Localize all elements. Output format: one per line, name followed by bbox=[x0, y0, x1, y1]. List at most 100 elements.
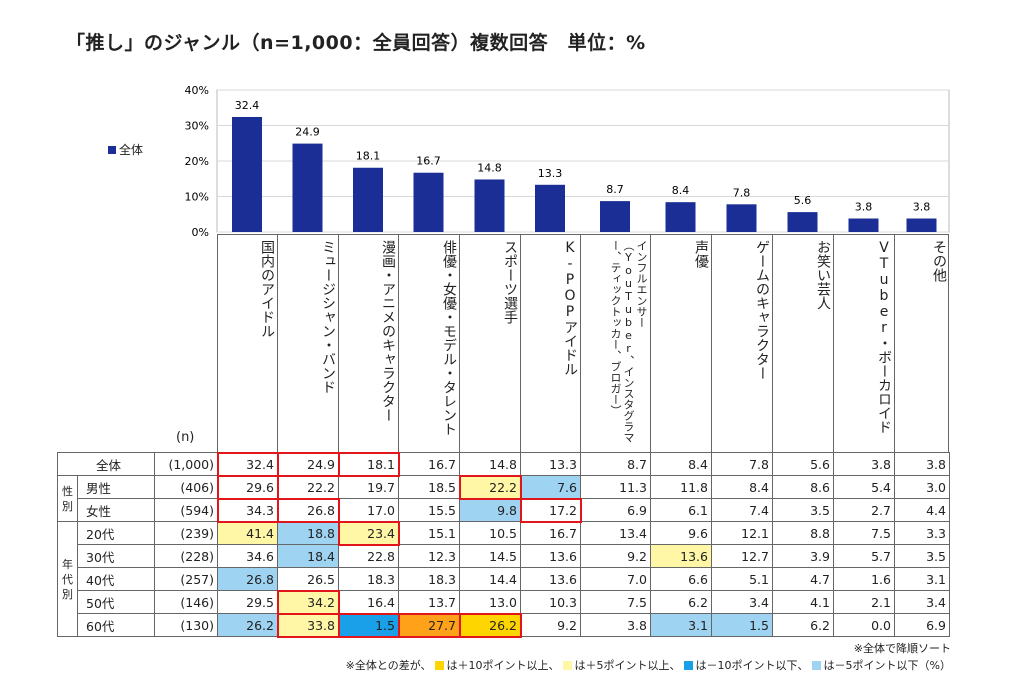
table-row: 60代 (130) 26.2 33.8 1.5 27.7 26.2 9.2 3.8 3.1 1.5 6… bbox=[58, 613, 950, 637]
bar-value-label: 8.4 bbox=[672, 184, 690, 197]
row-n: (594) bbox=[154, 498, 218, 522]
y-tick-label: 40% bbox=[185, 84, 209, 97]
category-header: 漫画・アニメのキャラクター bbox=[380, 240, 396, 422]
bar-value-label: 3.8 bbox=[855, 201, 873, 214]
row-n: (130) bbox=[154, 613, 218, 637]
table-cell: 26.8 bbox=[277, 498, 339, 522]
row-label: 女性 bbox=[77, 498, 155, 522]
row-n: (239) bbox=[154, 521, 218, 545]
header-separator bbox=[520, 234, 521, 452]
n-column-label: (n) bbox=[176, 430, 195, 445]
table-cell: 26.5 bbox=[277, 567, 339, 591]
table-cell: 3.8 bbox=[580, 613, 651, 637]
plus5-swatch bbox=[562, 660, 572, 670]
table-cell: 7.6 bbox=[520, 475, 581, 499]
row-label: 20代 bbox=[77, 521, 155, 545]
table-cell: 33.8 bbox=[277, 613, 339, 637]
table-cell: 16.7 bbox=[520, 521, 581, 545]
bar bbox=[600, 201, 630, 232]
bar-value-label: 32.4 bbox=[235, 99, 260, 112]
table-row: 30代 (228) 34.6 18.4 22.8 12.3 14.5 13.6 9.2 13.6 1… bbox=[58, 544, 950, 568]
table-cell: 18.4 bbox=[277, 544, 339, 568]
table-cell: 26.8 bbox=[217, 567, 278, 591]
header-separator bbox=[711, 234, 712, 452]
row-n: (228) bbox=[154, 544, 218, 568]
table-cell: 3.8 bbox=[833, 452, 895, 476]
y-tick-label: 20% bbox=[185, 155, 209, 168]
table-cell: 18.5 bbox=[398, 475, 460, 499]
bar bbox=[474, 179, 505, 232]
table-cell: 2.1 bbox=[833, 590, 895, 614]
bar-chart: 40% 30% 20% 10% 0% 32.4 24.9 18.1 16.7 14.8 13.3 8.… bbox=[185, 84, 950, 239]
y-tick-label: 30% bbox=[185, 120, 209, 133]
table-cell: 16.7 bbox=[398, 452, 460, 476]
table-cell: 15.5 bbox=[398, 498, 460, 522]
row-label: 男性 bbox=[77, 475, 155, 499]
header-separator bbox=[894, 234, 895, 452]
table-cell: 7.0 bbox=[580, 567, 651, 591]
table-cell: 8.6 bbox=[772, 475, 834, 499]
row-label: 50代 bbox=[77, 590, 155, 614]
table-cell: 23.4 bbox=[338, 521, 399, 545]
y-tick-label: 0% bbox=[192, 226, 209, 239]
table-cell: 8.8 bbox=[772, 521, 834, 545]
bar-value-label: 16.7 bbox=[416, 155, 441, 168]
bar bbox=[848, 218, 879, 232]
bar-value-label: 14.8 bbox=[477, 161, 502, 174]
table-cell: 11.8 bbox=[650, 475, 712, 499]
category-header-area bbox=[217, 234, 949, 452]
row-label: 30代 bbox=[77, 544, 155, 568]
table-cell: 17.2 bbox=[520, 498, 581, 522]
table-cell: 17.0 bbox=[338, 498, 399, 522]
table-cell: 3.3 bbox=[894, 521, 950, 545]
table-row: 性別男性 (406) 29.6 22.2 19.7 18.5 22.2 7.6 11.3 11.8… bbox=[57, 475, 950, 522]
table-cell: 3.4 bbox=[711, 590, 773, 614]
bar bbox=[787, 212, 818, 232]
minus5-swatch bbox=[811, 660, 821, 670]
table-cell: 13.3 bbox=[520, 452, 581, 476]
table-cell: 7.4 bbox=[711, 498, 773, 522]
header-separator bbox=[650, 234, 651, 452]
table-cell: 22.2 bbox=[459, 475, 521, 499]
table-cell: 5.1 bbox=[711, 567, 773, 591]
table-cell: 6.1 bbox=[650, 498, 712, 522]
table-cell: 1.5 bbox=[338, 613, 399, 637]
table-cell: 18.1 bbox=[338, 452, 399, 476]
bar bbox=[906, 218, 937, 232]
header-separator bbox=[338, 234, 339, 452]
plus10-swatch bbox=[434, 660, 444, 670]
row-n: (1,000) bbox=[154, 452, 218, 476]
category-header: ゲームのキャラクター bbox=[754, 240, 770, 380]
table-cell: 9.2 bbox=[580, 544, 651, 568]
table-cell: 4.7 bbox=[772, 567, 834, 591]
group-label-age: 年代別 bbox=[57, 521, 78, 637]
note-plus10: は＋10ポイント以上、 bbox=[446, 659, 560, 672]
table-cell: 0.0 bbox=[833, 613, 895, 637]
bar bbox=[232, 116, 262, 232]
row-label: 40代 bbox=[77, 567, 155, 591]
table-cell: 14.4 bbox=[459, 567, 521, 591]
table-cell: 13.0 bbox=[459, 590, 521, 614]
table-cell: 24.9 bbox=[277, 452, 339, 476]
header-separator bbox=[459, 234, 460, 452]
bar bbox=[292, 143, 323, 232]
legend-label: 全体 bbox=[119, 143, 144, 157]
table-cell: 22.8 bbox=[338, 544, 399, 568]
row-label: 全体 bbox=[57, 452, 155, 476]
table-cell: 12.7 bbox=[711, 544, 773, 568]
table-cell: 3.5 bbox=[894, 544, 950, 568]
legend-swatch bbox=[108, 145, 116, 154]
table-cell: 34.2 bbox=[277, 590, 339, 614]
table-cell: 7.5 bbox=[833, 521, 895, 545]
table-cell: 18.3 bbox=[398, 567, 460, 591]
table-cell: 9.6 bbox=[650, 521, 712, 545]
table-cell: 3.5 bbox=[772, 498, 834, 522]
table-cell: 8.4 bbox=[711, 475, 773, 499]
table-cell: 6.9 bbox=[580, 498, 651, 522]
table-cell: 13.6 bbox=[520, 544, 581, 568]
table-row: 年代別 20代 (239) 41.4 18.8 23.4 15.1 10.5 16.7 13.4 9… bbox=[57, 521, 950, 637]
table-cell: 3.1 bbox=[650, 613, 712, 637]
bar-value-label: 8.7 bbox=[606, 183, 624, 196]
table-cell: 13.6 bbox=[520, 567, 581, 591]
table-cell: 5.6 bbox=[772, 452, 834, 476]
